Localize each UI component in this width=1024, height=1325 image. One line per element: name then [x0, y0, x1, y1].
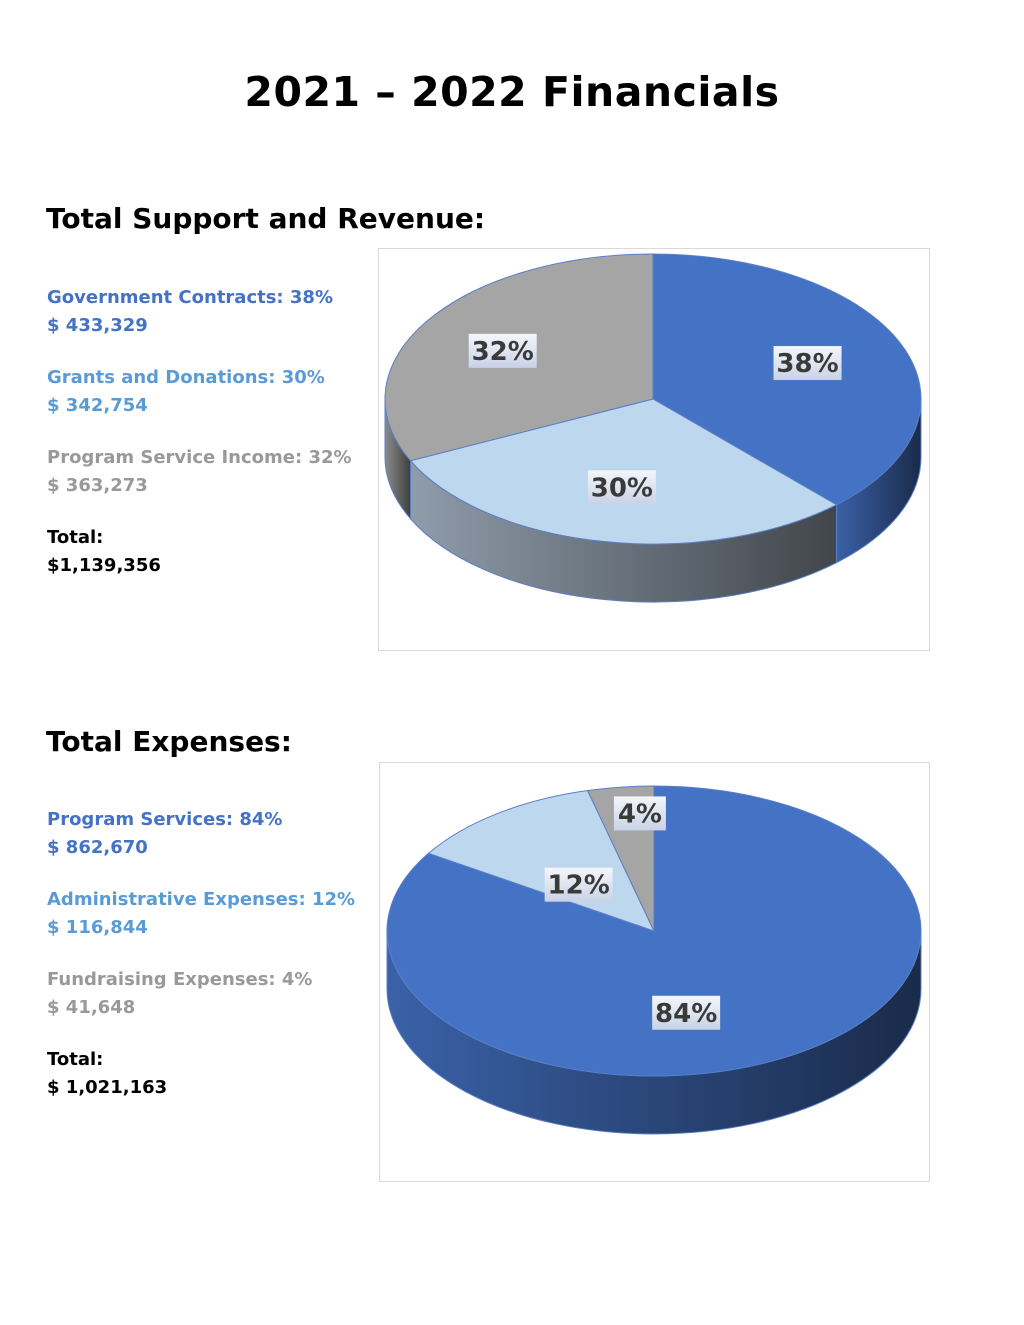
- legend-item-fundraising-expenses: Fundraising Expenses: 4% $ 41,648: [47, 966, 387, 1022]
- legend-item-administrative-expenses: Administrative Expenses: 12% $ 116,844: [47, 886, 387, 942]
- revenue-chart-frame: 38% 30% 32%: [378, 248, 930, 651]
- legend-amount: $ 342,754: [47, 395, 148, 416]
- data-label-box: [652, 995, 721, 1030]
- expenses-heading: Total Expenses:: [46, 725, 292, 758]
- expenses-legend: Program Services: 84% $ 862,670 Administ…: [47, 806, 387, 1102]
- data-label-box: [544, 867, 613, 902]
- legend-item-program-services: Program Services: 84% $ 862,670: [47, 806, 387, 862]
- total-value: $1,139,356: [47, 555, 161, 576]
- data-label-84-pct: 84%: [652, 995, 721, 1030]
- legend-amount: $ 862,670: [47, 837, 148, 858]
- data-label-text: 38%: [776, 349, 838, 379]
- revenue-legend: Government Contracts: 38% $ 433,329 Gran…: [47, 284, 387, 580]
- data-label-box: [587, 470, 656, 505]
- data-label-38-pct: 38%: [773, 346, 842, 381]
- data-label-text: 84%: [655, 999, 717, 1029]
- revenue-heading: Total Support and Revenue:: [46, 202, 486, 235]
- legend-label: Program Services: 84%: [47, 809, 283, 830]
- data-label-30-pct: 30%: [587, 470, 656, 505]
- data-label-text: 32%: [472, 337, 534, 367]
- legend-label: Government Contracts: 38%: [47, 287, 333, 308]
- legend-label: Fundraising Expenses: 4%: [47, 969, 313, 990]
- legend-item-program-service-income: Program Service Income: 32% $ 363,273: [47, 444, 387, 500]
- data-label-4-pct: 4%: [613, 796, 666, 831]
- data-label-text: 4%: [618, 799, 662, 829]
- expenses-chart-frame: 84% 12% 4%: [379, 762, 930, 1182]
- legend-label: Administrative Expenses: 12%: [47, 889, 356, 910]
- revenue-pie-chart: 38% 30% 32%: [384, 253, 922, 603]
- total-label: Total:: [47, 527, 104, 548]
- data-label-box: [773, 346, 842, 381]
- page-title: 2021 – 2022 Financials: [244, 68, 780, 116]
- legend-item-grants-donations: Grants and Donations: 30% $ 342,754: [47, 364, 387, 420]
- legend-amount: $ 41,648: [47, 997, 136, 1018]
- expenses-pie-chart: 84% 12% 4%: [386, 785, 922, 1135]
- data-label-box: [613, 796, 666, 831]
- revenue-total: Total: $1,139,356: [47, 524, 387, 580]
- total-value: $ 1,021,163: [47, 1077, 168, 1098]
- data-label-text: 12%: [548, 871, 610, 901]
- data-label-12-pct: 12%: [544, 867, 613, 902]
- data-label-box: [468, 333, 537, 368]
- legend-item-government-contracts: Government Contracts: 38% $ 433,329: [47, 284, 387, 340]
- legend-label: Grants and Donations: 30%: [47, 367, 325, 388]
- data-label-32-pct: 32%: [468, 333, 537, 368]
- expenses-total: Total: $ 1,021,163: [47, 1046, 387, 1102]
- total-label: Total:: [47, 1049, 104, 1070]
- legend-amount: $ 433,329: [47, 315, 148, 336]
- legend-amount: $ 363,273: [47, 475, 148, 496]
- legend-label: Program Service Income: 32%: [47, 447, 352, 468]
- legend-amount: $ 116,844: [47, 917, 148, 938]
- data-label-text: 30%: [591, 473, 653, 503]
